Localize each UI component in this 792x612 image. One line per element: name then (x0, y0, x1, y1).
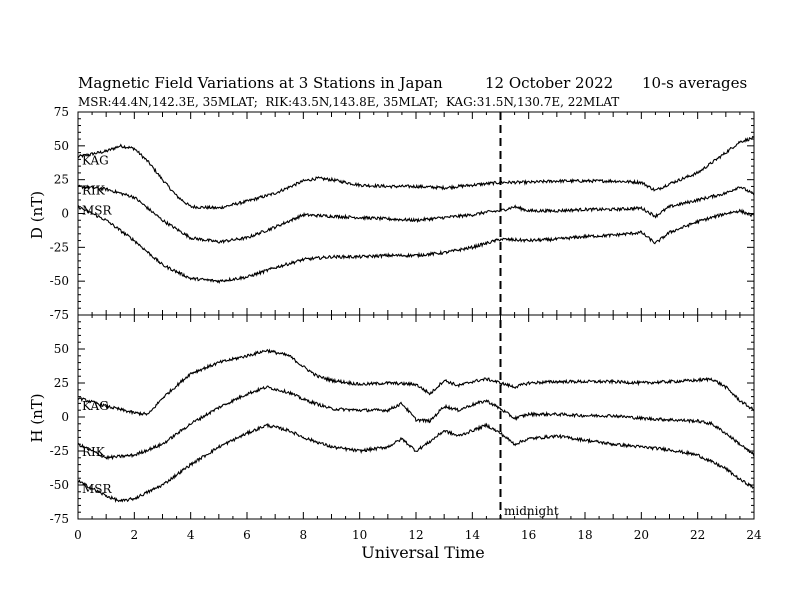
x-tick-label: 8 (300, 528, 308, 542)
d-axis-label: D (nT) (28, 191, 46, 239)
midnight-label: midnight (504, 504, 559, 518)
x-tick-label: 24 (746, 528, 762, 542)
x-tick-label: 2 (131, 528, 139, 542)
series-label-msr: MSR (82, 204, 113, 218)
y-tick-label: 25 (54, 173, 69, 187)
series-label-msr: MSR (82, 482, 113, 496)
panel-frame (77, 314, 755, 520)
series-line-rik (77, 385, 755, 461)
x-tick-label: 6 (243, 528, 251, 542)
y-tick-label: -50 (50, 274, 69, 288)
y-tick-label: 0 (61, 207, 69, 221)
series-line-kag (77, 348, 755, 417)
chart-averaging: 10-s averages (642, 74, 747, 92)
y-tick-label: 0 (61, 410, 69, 424)
series-label-rik: RIK (82, 445, 106, 459)
y-tick-label: -75 (50, 308, 69, 322)
series-line-kag (77, 135, 755, 210)
y-tick-label: 25 (54, 376, 69, 390)
x-tick-label: 16 (521, 528, 536, 542)
y-tick-label: 50 (54, 139, 69, 153)
chart-title: Magnetic Field Variations at 3 Stations … (78, 74, 443, 92)
x-tick-label: 22 (690, 528, 705, 542)
chart-subtitle: MSR:44.4N,142.3E, 35MLAT; RIK:43.5N,143.… (78, 95, 619, 109)
series-line-msr (77, 205, 755, 285)
series-line-rik (77, 184, 755, 245)
series-label-kag: KAG (82, 154, 109, 168)
y-tick-label: -25 (50, 444, 69, 458)
series-label-kag: KAG (82, 399, 109, 413)
x-tick-label: 20 (634, 528, 649, 542)
x-tick-label: 0 (74, 528, 82, 542)
y-tick-label: -75 (50, 512, 69, 526)
y-tick-label: 75 (54, 105, 69, 119)
series-label-rik: RIK (82, 183, 106, 197)
series-line-msr (77, 422, 755, 503)
y-tick-label: -25 (50, 240, 69, 254)
x-tick-label: 10 (352, 528, 367, 542)
h-axis-label: H (nT) (28, 393, 46, 442)
x-tick-label: 18 (577, 528, 592, 542)
x-axis-label: Universal Time (361, 543, 484, 562)
y-tick-label: 50 (54, 342, 69, 356)
d-component-panel: 75 50 25 0 -25 -50 -75 KAG RIK MSR (50, 105, 755, 322)
chart-date: 12 October 2022 (485, 74, 613, 92)
x-tick-label: 12 (408, 528, 423, 542)
x-tick-label: 14 (465, 528, 481, 542)
x-tick-label: 4 (187, 528, 195, 542)
y-tick-label: -50 (50, 478, 69, 492)
